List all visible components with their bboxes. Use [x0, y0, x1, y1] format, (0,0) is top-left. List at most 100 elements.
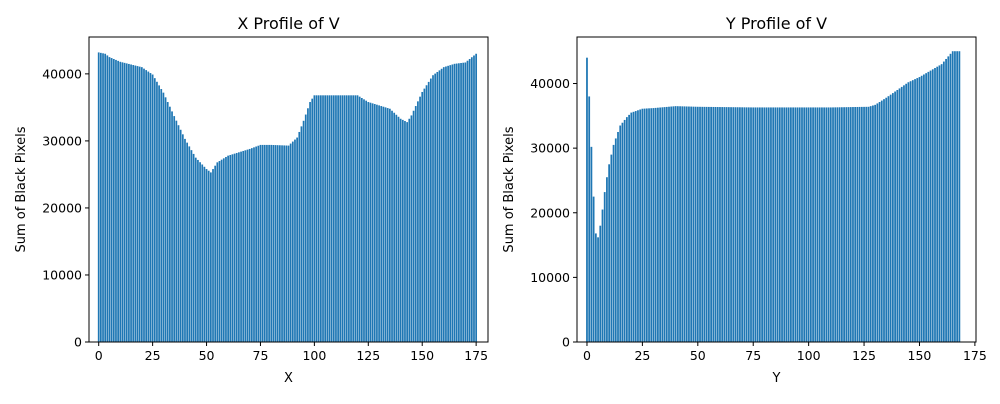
y-axis-ticks: 0 10000 20000 30000 40000: [530, 76, 577, 350]
x-tick-label: 175: [464, 348, 488, 363]
bar: [432, 75, 434, 343]
bar: [723, 107, 726, 342]
y-tick-label: 10000: [42, 267, 82, 282]
bar: [798, 107, 801, 343]
bar: [298, 131, 301, 342]
bar: [672, 106, 675, 342]
bar: [332, 95, 335, 342]
bar: [285, 145, 288, 342]
x-tick-label: 75: [745, 348, 761, 363]
bar: [391, 110, 393, 343]
bar: [300, 126, 303, 342]
bar: [637, 110, 639, 342]
bar: [763, 107, 766, 343]
bar: [369, 102, 372, 342]
x-tick-label: 100: [302, 348, 326, 363]
bar: [296, 137, 298, 342]
bar: [849, 107, 852, 342]
bar: [186, 142, 188, 342]
bar: [365, 100, 368, 343]
bar: [894, 91, 896, 342]
bar: [914, 79, 916, 342]
bar: [240, 151, 242, 342]
bar: [599, 225, 602, 342]
bar: [451, 64, 454, 342]
bar: [606, 177, 608, 342]
bar: [739, 107, 741, 342]
bar: [233, 153, 236, 342]
bar: [212, 169, 214, 342]
bar: [747, 107, 750, 342]
bar: [603, 192, 606, 342]
bar-series: [97, 52, 478, 343]
bar: [872, 105, 874, 342]
bar: [712, 106, 715, 342]
bar: [276, 145, 279, 342]
bar: [207, 170, 210, 342]
x-tick-label: 100: [797, 348, 821, 363]
bar: [319, 95, 322, 342]
bar: [657, 107, 659, 342]
bar: [281, 145, 283, 342]
bar: [834, 107, 837, 342]
bar: [630, 112, 633, 342]
bar: [716, 107, 719, 343]
bar: [108, 57, 111, 343]
bar: [216, 162, 219, 342]
bar: [676, 106, 679, 343]
y-axis-ticks: 0 10000 20000 30000 40000: [42, 66, 89, 350]
bar: [754, 107, 757, 343]
x-tick-label: 25: [634, 348, 650, 363]
bar: [343, 95, 346, 342]
bar: [752, 107, 755, 343]
bar: [337, 95, 339, 342]
bar: [199, 162, 201, 342]
bar: [634, 111, 637, 342]
x-tick-label: 125: [356, 348, 380, 363]
bar: [803, 107, 806, 343]
bar: [164, 97, 167, 342]
bar: [307, 108, 309, 342]
bar: [140, 67, 143, 342]
bar: [421, 91, 424, 342]
bar: [326, 95, 329, 342]
bar: [470, 57, 473, 343]
bar: [734, 107, 737, 342]
chart-title: Y Profile of V: [725, 14, 827, 33]
bar: [110, 58, 113, 343]
bar: [801, 107, 803, 343]
bar: [790, 107, 792, 343]
bar: [153, 78, 156, 342]
bar: [883, 99, 885, 342]
bar: [812, 107, 814, 343]
x-tick-label: 50: [690, 348, 706, 363]
bar: [661, 107, 664, 342]
bar: [130, 64, 132, 342]
bar: [905, 83, 908, 342]
bar: [674, 106, 677, 342]
bar: [832, 107, 834, 343]
bar: [900, 86, 903, 342]
bar: [423, 88, 426, 343]
bar: [887, 96, 890, 342]
bar: [434, 73, 437, 342]
bar: [227, 155, 229, 342]
bar: [823, 107, 826, 343]
bar: [619, 125, 622, 342]
bar: [750, 107, 752, 342]
bar: [685, 106, 688, 342]
bar: [328, 95, 331, 342]
bar: [363, 99, 365, 342]
y-profile-panel: Y Profile of V Y Sum of Black Pixels 0 25…: [502, 14, 987, 386]
bar: [263, 144, 266, 342]
bar: [462, 62, 465, 343]
bar: [956, 51, 959, 342]
bar: [410, 115, 413, 343]
bar: [679, 106, 681, 343]
bar: [818, 107, 821, 343]
bar: [209, 172, 212, 342]
bar: [632, 111, 635, 342]
bar: [931, 69, 934, 342]
bar: [774, 107, 777, 343]
